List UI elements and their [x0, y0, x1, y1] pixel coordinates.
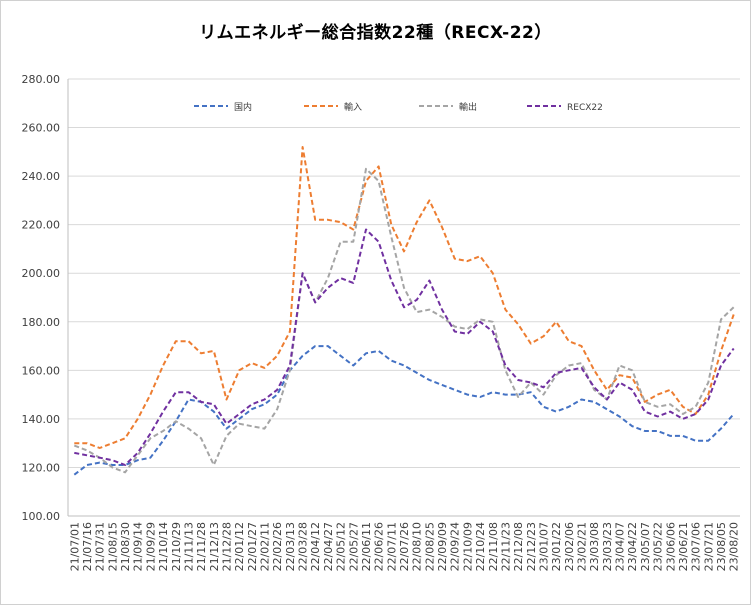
x-tick-label: 23/03/23: [601, 522, 614, 571]
x-tick-label: 21/07/31: [94, 522, 107, 571]
x-tick-label: 21/07/01: [68, 522, 81, 571]
x-tick-label: 21/08/15: [106, 522, 119, 571]
x-tick-label: 21/08/30: [119, 522, 132, 571]
series-line-輸出: [73, 167, 735, 474]
x-tick-label: 23/04/07: [614, 522, 627, 571]
x-tick-label: 23/03/08: [588, 522, 601, 571]
series-line-輸入: [74, 146, 735, 449]
x-tick-label: 22/01/27: [246, 522, 259, 571]
y-tick-label: 280.00: [22, 73, 61, 86]
x-tick-label: 22/11/08: [487, 522, 500, 571]
legend-label: 輸入: [344, 101, 362, 113]
y-tick-label: 220.00: [22, 219, 61, 232]
x-tick-label: 23/06/06: [664, 522, 677, 571]
x-tick-label: 23/01/07: [537, 522, 550, 571]
y-tick-label: 260.00: [22, 122, 61, 135]
x-tick-label: 22/10/24: [474, 522, 487, 571]
series-lines: [73, 146, 735, 476]
y-tick-label: 160.00: [22, 364, 61, 377]
x-tick-label: 22/10/09: [461, 522, 474, 571]
y-axis-tick-labels: 100.00 120.00 140.00 160.00 180.00 200.00 220.…: [22, 73, 61, 523]
x-axis-tick-labels: 21/07/01 21/07/16 21/07/31 21/08/15 21/08/30…: [68, 522, 740, 571]
x-tick-label: 22/04/27: [322, 522, 335, 571]
y-tick-label: 120.00: [22, 461, 61, 474]
x-tick-label: 22/06/26: [373, 522, 386, 571]
x-tick-label: 22/04/12: [309, 522, 322, 571]
x-tick-label: 23/05/22: [652, 522, 665, 571]
x-tick-label: 22/12/23: [525, 522, 538, 571]
x-tick-label: 22/09/24: [449, 522, 462, 571]
legend-label: RECX22: [567, 103, 603, 113]
x-tick-label: 21/11/13: [182, 522, 195, 571]
x-tick-label: 22/03/28: [297, 522, 310, 571]
legend: 国内 輸入 輸出 RECX22: [194, 101, 603, 113]
x-tick-label: 21/12/13: [208, 522, 221, 571]
x-tick-label: 22/11/23: [499, 522, 512, 571]
x-tick-label: 21/11/28: [195, 522, 208, 571]
series-line-国内: [73, 345, 735, 476]
x-tick-label: 22/01/12: [233, 522, 246, 571]
x-tick-label: 22/07/11: [385, 522, 398, 571]
x-tick-label: 21/09/29: [144, 522, 157, 571]
y-tick-label: 180.00: [22, 316, 61, 329]
x-tick-label: 21/09/14: [132, 522, 145, 571]
series-line-RECX22: [74, 228, 735, 466]
x-tick-label: 23/02/06: [563, 522, 576, 571]
x-tick-label: 23/04/22: [626, 522, 639, 571]
y-tick-label: 100.00: [22, 510, 61, 523]
x-tick-label: 23/07/06: [690, 522, 703, 571]
x-tick-label: 21/10/29: [170, 522, 183, 571]
y-tick-label: 140.00: [22, 413, 61, 426]
x-tick-label: 23/06/21: [677, 522, 690, 571]
x-tick-label: 23/07/21: [702, 522, 715, 571]
x-tick-label: 21/07/16: [81, 522, 94, 571]
x-tick-label: 22/08/25: [423, 522, 436, 571]
grid-lines: [67, 78, 740, 517]
x-tick-label: 22/05/12: [335, 522, 348, 571]
x-tick-label: 22/07/26: [398, 522, 411, 571]
x-tick-label: 22/03/13: [284, 522, 297, 571]
x-tick-label: 22/12/08: [512, 522, 525, 571]
x-tick-label: 22/02/26: [271, 522, 284, 571]
x-tick-label: 23/05/07: [639, 522, 652, 571]
x-tick-label: 22/09/09: [436, 522, 449, 571]
x-tick-label: 21/12/28: [220, 522, 233, 571]
legend-label: 輸出: [459, 101, 477, 113]
x-tick-label: 22/02/11: [259, 522, 272, 571]
y-tick-label: 200.00: [22, 267, 61, 280]
x-tick-label: 22/05/27: [347, 522, 360, 571]
legend-label: 国内: [234, 101, 252, 113]
x-tick-label: 23/02/21: [576, 522, 589, 571]
y-tick-label: 240.00: [22, 170, 61, 183]
x-tick-label: 21/10/14: [157, 522, 170, 571]
x-tick-label: 23/08/05: [715, 522, 728, 571]
chart-title: リムエネルギー総合指数22種（RECX-22）: [199, 23, 552, 43]
x-tick-label: 23/01/22: [550, 522, 563, 571]
x-tick-label: 22/06/11: [360, 522, 373, 571]
x-tick-label: 22/08/10: [411, 522, 424, 571]
x-tick-label: 23/08/20: [728, 522, 741, 571]
